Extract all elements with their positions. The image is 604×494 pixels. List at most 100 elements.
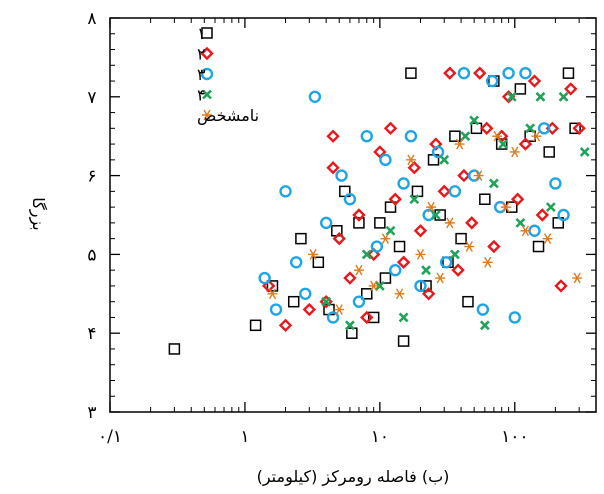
- data-point: [373, 145, 387, 159]
- data-point: [326, 311, 340, 324]
- y-tick-label: ۴: [87, 324, 96, 344]
- data-point: [579, 147, 590, 157]
- data-point: [290, 256, 303, 269]
- data-point: [308, 90, 322, 104]
- data-point: [374, 217, 386, 229]
- legend-marker: [200, 67, 214, 81]
- data-point: [374, 281, 385, 291]
- x-tick-label: ۱: [240, 427, 249, 447]
- data-point: [564, 82, 578, 96]
- data-point: [572, 272, 583, 284]
- data-point: [502, 66, 515, 80]
- data-point: [482, 256, 493, 268]
- data-point: [407, 161, 421, 175]
- data-point: [543, 146, 555, 158]
- data-point: [353, 264, 364, 276]
- legend-marker: [201, 27, 213, 39]
- data-point: [361, 288, 373, 300]
- data-point: [383, 121, 398, 136]
- data-point: [279, 185, 292, 198]
- data-point: [492, 130, 503, 142]
- data-point: [444, 217, 455, 229]
- data-point: [389, 263, 402, 277]
- data-point: [470, 122, 483, 135]
- y-tick-label: ۸: [87, 9, 96, 29]
- data-point: [520, 225, 531, 237]
- data-point: [405, 154, 416, 166]
- series-3: [258, 66, 570, 324]
- data-point: [429, 137, 443, 151]
- data-point: [394, 288, 405, 300]
- data-point: [343, 271, 357, 285]
- data-point: [414, 279, 427, 293]
- data-point: [379, 272, 392, 284]
- data-point: [302, 302, 316, 317]
- data-point: [266, 280, 279, 292]
- x-axis-title: (ب) فاصله رومرکز (کیلومتر): [257, 467, 450, 487]
- data-point: [261, 279, 276, 293]
- data-point: [398, 312, 409, 323]
- data-point: [469, 115, 480, 126]
- data-point: [449, 249, 460, 260]
- series-4: [321, 91, 590, 331]
- data-point: [549, 177, 562, 190]
- data-point: [460, 131, 471, 142]
- data-point: [531, 130, 542, 142]
- data-point: [352, 295, 366, 308]
- data-point: [397, 335, 410, 347]
- data-point: [334, 304, 345, 315]
- data-point: [457, 66, 471, 80]
- data-point: [299, 287, 312, 300]
- y-tick-label: ۷: [87, 88, 96, 108]
- data-point: [346, 327, 358, 339]
- data-point: [535, 208, 550, 222]
- data-point: [500, 201, 511, 213]
- data-point: [443, 66, 457, 80]
- data-point: [249, 319, 262, 332]
- y-axis-title: بزرگا: [28, 197, 48, 231]
- data-point: [519, 66, 532, 80]
- data-point: [464, 241, 475, 252]
- data-point: [439, 256, 453, 269]
- data-point: [367, 311, 380, 324]
- y-tick-label: ۵: [87, 245, 96, 265]
- plot-frame: [109, 17, 597, 413]
- data-point: [426, 201, 437, 213]
- legend-label: ۱: [197, 24, 206, 43]
- data-point: [451, 263, 465, 277]
- data-point: [370, 240, 384, 253]
- data-point: [396, 255, 411, 269]
- legend-label: ۲: [197, 45, 206, 64]
- x-tick-label: ۰/۱: [98, 427, 122, 447]
- data-point: [295, 232, 307, 245]
- data-point: [480, 121, 494, 136]
- data-point: [476, 303, 490, 316]
- data-point: [393, 240, 406, 253]
- data-point: [449, 130, 461, 142]
- data-point: [488, 178, 499, 189]
- data-point: [352, 208, 366, 222]
- x-tick-label: ۱۰۰: [501, 427, 528, 447]
- data-point: [527, 74, 542, 88]
- series-5: [267, 130, 583, 315]
- data-point: [421, 287, 436, 301]
- data-point: [366, 247, 381, 262]
- data-point: [335, 169, 348, 182]
- data-point: [562, 67, 575, 79]
- data-point: [518, 137, 533, 151]
- data-point: [554, 279, 568, 293]
- axis-tick-labels: ۰/۱ ۱ ۱۰ ۱۰۰ ۳ ۴ ۵ ۶ ۷ ۸: [87, 9, 528, 447]
- data-point: [269, 303, 283, 316]
- data-point: [360, 129, 373, 143]
- legend-label: ۴: [197, 86, 206, 105]
- data-point: [510, 192, 525, 206]
- data-point: [405, 67, 417, 79]
- data-point: [508, 311, 521, 324]
- data-point: [353, 217, 365, 229]
- data-point: [258, 271, 271, 285]
- legend-marker: [202, 89, 212, 100]
- data-point: [465, 216, 479, 230]
- data-point: [514, 83, 527, 95]
- data-point: [462, 295, 474, 308]
